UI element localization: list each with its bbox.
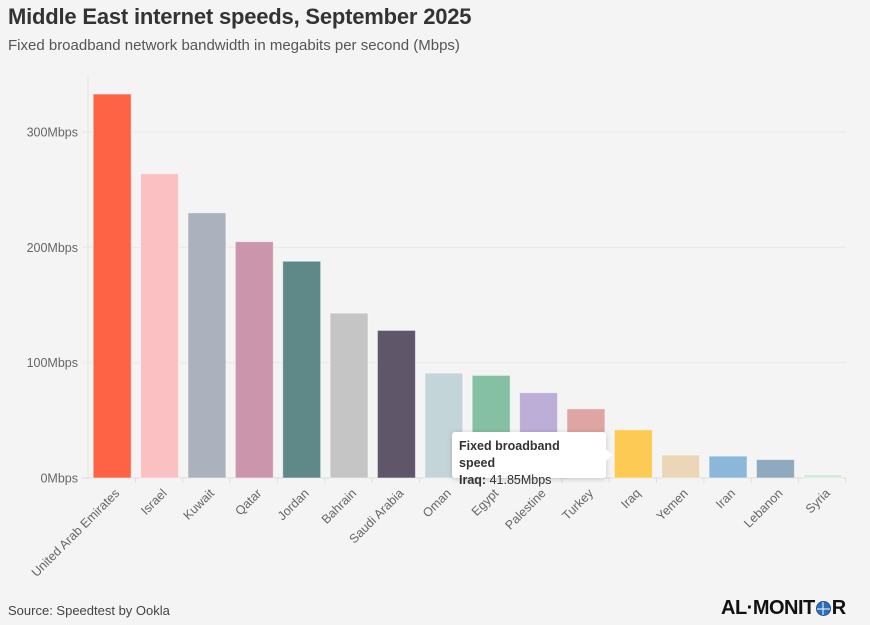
bar-kuwait[interactable] — [187, 212, 227, 479]
y-axis: 0Mbps 100Mbps 200Mbps 300Mbps — [27, 126, 78, 486]
bar-yemen[interactable] — [661, 454, 701, 479]
x-tick-label: Qatar — [232, 486, 264, 518]
al-monitor-logo[interactable]: AL·MONIT R — [721, 597, 846, 620]
y-tick-label: 200Mbps — [27, 241, 78, 255]
bar-lebanon[interactable] — [755, 459, 795, 479]
x-tick-label: Bahrain — [319, 486, 359, 526]
x-tick-label: Egypt — [469, 486, 502, 519]
logo-text-right: R — [831, 597, 846, 619]
x-tick-label: Oman — [420, 486, 454, 520]
y-tick-label: 100Mbps — [27, 356, 78, 370]
y-tick-label: 0Mbps — [40, 472, 78, 486]
y-tick-label: 300Mbps — [27, 126, 78, 140]
x-tick-label: Iraq — [618, 486, 643, 511]
bars — [92, 93, 843, 479]
x-tick-label: Iran — [713, 486, 738, 511]
bar-saudi-arabia[interactable] — [376, 329, 416, 479]
tooltip: Fixed broadband speed Iraq: 41.85Mbps — [452, 432, 612, 487]
x-tick-label: Israel — [138, 486, 170, 518]
bar-iran[interactable] — [708, 455, 748, 479]
globe-icon — [815, 601, 831, 616]
source-note: Source: Speedtest by Ookla — [8, 603, 170, 618]
bar-iraq[interactable] — [613, 429, 653, 479]
x-axis: United Arab Emirates Israel Kuwait Qatar Jor… — [29, 478, 847, 580]
bar-qatar[interactable] — [234, 241, 274, 479]
x-tick-label: Lebanon — [741, 486, 785, 530]
x-tick-label: Kuwait — [181, 486, 218, 523]
bar-chart: 0Mbps 100Mbps 200Mbps 300Mbps United Arab E… — [27, 75, 847, 580]
bar-united-arab-emirates[interactable] — [92, 93, 132, 479]
x-tick-label: Palestine — [502, 486, 548, 532]
bar-bahrain[interactable] — [329, 312, 369, 479]
x-tick-label: Turkey — [559, 486, 596, 523]
chart-subtitle: Fixed broadband network bandwidth in meg… — [8, 37, 460, 54]
bar-syria[interactable] — [803, 474, 843, 479]
x-tick-label: Syria — [803, 486, 833, 516]
x-tick-label: Jordan — [275, 486, 312, 523]
x-tick-label: Yemen — [654, 486, 691, 523]
tooltip-value: 41.85Mbps — [489, 473, 552, 487]
logo-text-left: AL·MONIT — [721, 597, 815, 619]
bar-jordan[interactable] — [282, 260, 322, 479]
tooltip-title: Fixed broadband speed — [459, 439, 560, 470]
bar-israel[interactable] — [140, 173, 180, 479]
x-tick-label: United Arab Emirates — [29, 486, 122, 579]
tooltip-label: Iraq: — [459, 473, 487, 487]
chart-title: Middle East internet speeds, September 2… — [8, 4, 472, 29]
